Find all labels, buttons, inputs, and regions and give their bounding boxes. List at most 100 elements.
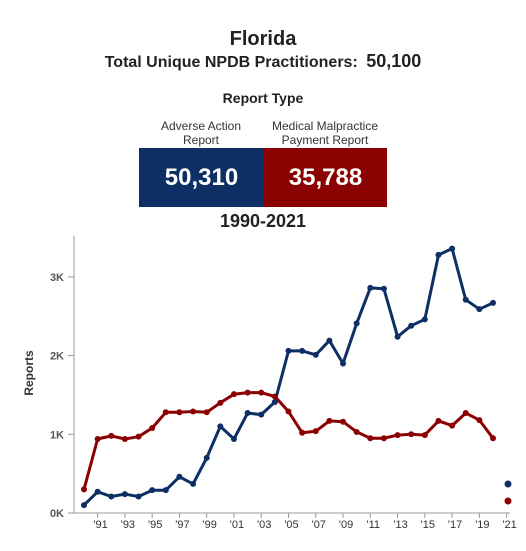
y-axis-label: Reports bbox=[22, 350, 36, 396]
malpractice-total[interactable]: 35,788 bbox=[264, 148, 387, 207]
data-point[interactable] bbox=[162, 409, 169, 416]
chart-title: Florida bbox=[229, 28, 297, 50]
data-point[interactable] bbox=[217, 423, 224, 430]
x-tick-label: '15 bbox=[421, 519, 435, 531]
series-end-markers bbox=[504, 480, 512, 505]
data-point[interactable] bbox=[135, 493, 142, 500]
data-point[interactable] bbox=[285, 408, 292, 415]
data-point[interactable] bbox=[81, 486, 87, 493]
adverse-action-total[interactable]: 50,310 bbox=[139, 148, 264, 207]
x-tick-label: '13 bbox=[393, 519, 407, 531]
adverse-action-label-line2: Report bbox=[182, 133, 220, 147]
data-point[interactable] bbox=[462, 410, 469, 417]
data-point[interactable] bbox=[121, 436, 128, 443]
data-point[interactable] bbox=[394, 432, 401, 439]
data-point[interactable] bbox=[271, 399, 278, 406]
x-tick-label: '05 bbox=[284, 519, 298, 531]
data-point[interactable] bbox=[353, 320, 360, 327]
data-point[interactable] bbox=[203, 454, 210, 461]
data-point[interactable] bbox=[190, 480, 197, 487]
x-tick-label: '99 bbox=[203, 519, 217, 531]
data-point[interactable] bbox=[108, 493, 115, 500]
data-point[interactable] bbox=[312, 351, 319, 358]
data-point[interactable] bbox=[299, 347, 306, 354]
data-point[interactable] bbox=[190, 408, 197, 415]
report-type-heading: Report Type bbox=[222, 90, 304, 106]
data-point[interactable] bbox=[326, 417, 333, 424]
data-point[interactable] bbox=[449, 245, 456, 252]
data-point[interactable] bbox=[408, 322, 415, 329]
data-point[interactable] bbox=[326, 337, 333, 344]
data-point[interactable] bbox=[271, 393, 278, 400]
x-tick-label: '03 bbox=[257, 519, 271, 531]
series-points bbox=[81, 245, 496, 509]
y-tick-label: 2K bbox=[50, 351, 64, 363]
data-point[interactable] bbox=[258, 389, 265, 396]
x-tick-label: '11 bbox=[367, 519, 381, 531]
data-point[interactable] bbox=[108, 432, 115, 439]
data-point[interactable] bbox=[244, 389, 251, 396]
data-point[interactable] bbox=[367, 435, 374, 442]
data-point[interactable] bbox=[367, 284, 374, 291]
x-tick-label: '93 bbox=[121, 519, 135, 531]
data-point[interactable] bbox=[449, 422, 456, 429]
series-lines bbox=[82, 247, 495, 507]
y-tick-label: 3K bbox=[50, 272, 64, 284]
data-point[interactable] bbox=[135, 433, 142, 440]
data-point[interactable] bbox=[162, 487, 169, 494]
x-tick-label: '91 bbox=[93, 519, 107, 531]
x-tick-label: '19 bbox=[475, 519, 489, 531]
data-point[interactable] bbox=[299, 429, 306, 436]
data-point[interactable] bbox=[462, 296, 469, 303]
malpractice-label-line1: Medical Malpractice bbox=[271, 119, 379, 133]
data-point[interactable] bbox=[94, 436, 101, 443]
x-tick-label: '01 bbox=[230, 519, 244, 531]
series-marker bbox=[504, 480, 512, 488]
data-point[interactable] bbox=[81, 502, 87, 509]
data-point[interactable] bbox=[421, 316, 428, 323]
data-point[interactable] bbox=[176, 409, 183, 416]
adverse-action-label-line1: Adverse Action bbox=[160, 119, 242, 133]
data-point[interactable] bbox=[394, 333, 401, 340]
data-point[interactable] bbox=[149, 425, 156, 432]
malpractice-label-line2: Payment Report bbox=[281, 133, 369, 147]
data-point[interactable] bbox=[258, 411, 265, 418]
series-marker bbox=[504, 497, 512, 505]
data-point[interactable] bbox=[380, 435, 387, 442]
y-tick-label: 0K bbox=[50, 508, 64, 520]
data-point[interactable] bbox=[353, 428, 360, 435]
data-point[interactable] bbox=[340, 418, 347, 425]
data-point[interactable] bbox=[340, 360, 347, 367]
total-practitioners-value: 50,100 bbox=[366, 51, 422, 71]
malpractice-label: Medical Malpractice Payment Report bbox=[255, 119, 395, 147]
data-point[interactable] bbox=[476, 417, 483, 424]
data-point[interactable] bbox=[490, 299, 496, 306]
adverse-action-label: Adverse Action Report bbox=[131, 119, 271, 147]
x-tick-label: '21 bbox=[502, 519, 516, 531]
data-point[interactable] bbox=[121, 491, 128, 498]
y-tick-label: 1K bbox=[50, 429, 64, 441]
data-point[interactable] bbox=[217, 399, 224, 406]
data-point[interactable] bbox=[94, 488, 101, 495]
data-point[interactable] bbox=[149, 487, 156, 494]
data-point[interactable] bbox=[408, 431, 415, 438]
data-point[interactable] bbox=[490, 435, 496, 442]
data-point[interactable] bbox=[203, 409, 210, 416]
data-point[interactable] bbox=[230, 436, 237, 443]
x-ticks: '91 '93 '95 '97 '99 '01 '03 '05 '07 '09 '11 '13 '15 '… bbox=[93, 513, 517, 531]
data-point[interactable] bbox=[312, 428, 319, 435]
x-tick-label: '07 bbox=[312, 519, 326, 531]
data-point[interactable] bbox=[176, 473, 183, 480]
data-point[interactable] bbox=[380, 285, 387, 292]
data-point[interactable] bbox=[435, 417, 442, 424]
data-point[interactable] bbox=[244, 410, 251, 417]
data-point[interactable] bbox=[476, 306, 483, 313]
total-practitioners-label: Total Unique NPDB Practitioners: bbox=[104, 54, 358, 71]
data-point[interactable] bbox=[435, 251, 442, 258]
data-point[interactable] bbox=[230, 391, 237, 398]
data-point[interactable] bbox=[285, 347, 292, 354]
x-tick-label: '17 bbox=[448, 519, 462, 531]
period-label: 1990-2021 bbox=[219, 211, 307, 231]
data-point[interactable] bbox=[421, 432, 428, 439]
